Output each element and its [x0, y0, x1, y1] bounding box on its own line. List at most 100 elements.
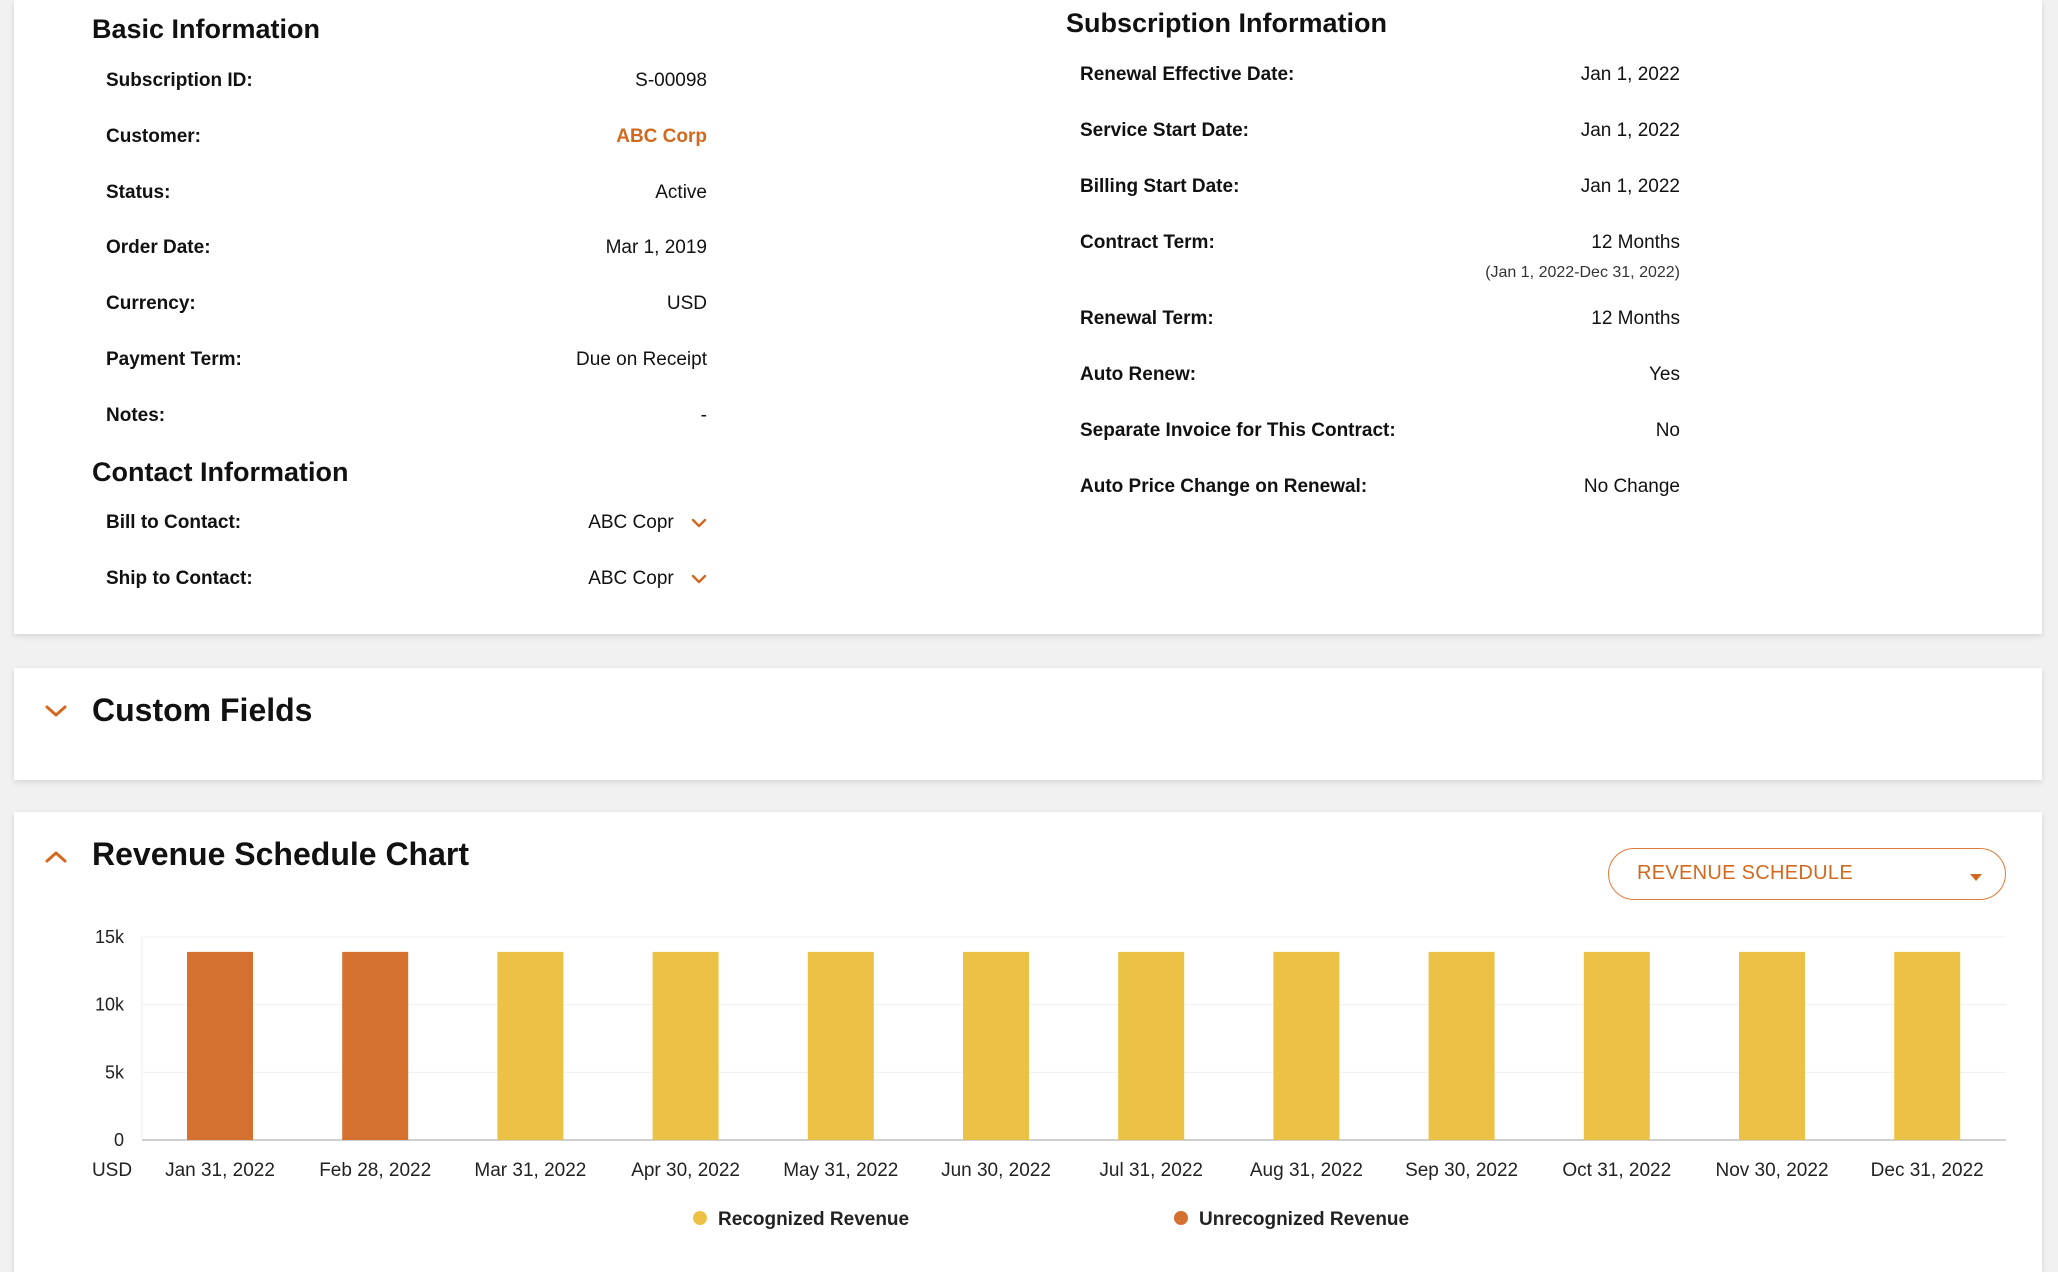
auto-price-change-row: Auto Price Change on Renewal: No Change [1080, 476, 1680, 506]
bill-to-contact-value: ABC Copr [588, 512, 674, 534]
field-label: Separate Invoice for This Contract: [1080, 420, 1396, 441]
x-tick-label: Jan 31, 2022 [165, 1160, 275, 1181]
renewal-term-row: Renewal Term: 12 Months [1080, 308, 1680, 338]
chevron-up-icon[interactable] [44, 850, 68, 869]
bar-recognized-revenue[interactable] [1118, 951, 1185, 1140]
field-label: Auto Renew: [1080, 364, 1197, 385]
payment-term-row: Payment Term: Due on Receipt [106, 349, 707, 379]
x-tick-label: Jul 31, 2022 [1099, 1160, 1203, 1181]
field-label: Payment Term: [106, 349, 242, 370]
customer-link[interactable]: ABC Corp [616, 126, 707, 147]
x-tick-label: Aug 31, 2022 [1250, 1160, 1363, 1181]
renewal-effective-date-value: Jan 1, 2022 [1580, 64, 1680, 85]
x-tick-label: May 31, 2022 [783, 1160, 898, 1181]
field-label: Notes: [106, 405, 166, 426]
separate-invoice-value: No [1655, 420, 1680, 441]
field-label: Ship to Contact: [106, 568, 253, 589]
ship-to-contact-value: ABC Copr [588, 568, 674, 590]
y-tick-label: 10k [95, 995, 125, 1015]
subscription-id-value: S-00098 [635, 70, 707, 91]
field-label: Billing Start Date: [1080, 176, 1240, 197]
field-label: Customer: [106, 126, 202, 147]
notes-value: - [700, 405, 707, 426]
payment-term-value: Due on Receipt [576, 349, 707, 370]
auto-price-change-value: No Change [1583, 476, 1680, 497]
bar-recognized-revenue[interactable] [1894, 951, 1961, 1140]
field-label: Renewal Term: [1080, 308, 1214, 329]
info-card: Basic Information Subscription ID: S-000… [14, 0, 2042, 634]
bar-unrecognized-revenue[interactable] [187, 951, 253, 1140]
field-label: Subscription ID: [106, 70, 253, 91]
bar-recognized-revenue[interactable] [807, 951, 874, 1140]
field-label: Service Start Date: [1080, 120, 1249, 141]
x-tick-label: Sep 30, 2022 [1405, 1160, 1518, 1181]
bar-recognized-revenue[interactable] [497, 951, 564, 1140]
status-row: Status: Active [106, 182, 707, 212]
contract-term-row: Contract Term: 12 Months (Jan 1, 2022-De… [1080, 232, 1680, 292]
customer-row: Customer: ABC Corp [106, 126, 707, 156]
bar-recognized-revenue[interactable] [1583, 951, 1650, 1140]
currency-value: USD [666, 293, 707, 314]
field-label: Bill to Contact: [106, 512, 242, 533]
field-label: Currency: [106, 293, 196, 314]
subscription-id-row: Subscription ID: S-00098 [106, 70, 707, 100]
separate-invoice-row: Separate Invoice for This Contract: No [1080, 420, 1680, 450]
auto-renew-value: Yes [1649, 364, 1680, 385]
x-tick-label: Nov 30, 2022 [1715, 1160, 1828, 1181]
billing-start-date-row: Billing Start Date: Jan 1, 2022 [1080, 176, 1680, 206]
order-date-row: Order Date: Mar 1, 2019 [106, 237, 707, 267]
contract-term-range: (Jan 1, 2022-Dec 31, 2022) [1485, 264, 1680, 281]
field-label: Auto Price Change on Renewal: [1080, 476, 1368, 497]
dropdown-selected-value: REVENUE SCHEDULE [1637, 862, 1853, 884]
revenue-chart-title[interactable]: Revenue Schedule Chart [92, 836, 469, 872]
field-label: Contract Term: [1080, 232, 1215, 253]
custom-fields-card: Custom Fields [14, 668, 2042, 780]
legend-marker [693, 1211, 707, 1225]
ship-to-contact-select[interactable]: ABC Copr [588, 568, 707, 590]
contract-term-value: 12 Months [1591, 232, 1680, 253]
renewal-term-value: 12 Months [1591, 308, 1680, 329]
auto-renew-row: Auto Renew: Yes [1080, 364, 1680, 394]
contact-info-title: Contact Information [92, 457, 349, 487]
x-tick-label: Oct 31, 2022 [1562, 1160, 1671, 1181]
x-tick-label: Mar 31, 2022 [474, 1160, 586, 1181]
notes-row: Notes: - [106, 405, 707, 435]
custom-fields-title[interactable]: Custom Fields [92, 692, 313, 728]
bar-recognized-revenue[interactable] [1273, 951, 1340, 1140]
renewal-effective-date-row: Renewal Effective Date: Jan 1, 2022 [1080, 64, 1680, 94]
bar-recognized-revenue[interactable] [1739, 951, 1805, 1140]
subscription-info-title: Subscription Information [1066, 8, 1387, 38]
currency-row: Currency: USD [106, 293, 707, 323]
x-tick-label: Jun 30, 2022 [941, 1160, 1051, 1181]
legend-label[interactable]: Recognized Revenue [718, 1209, 909, 1230]
chevron-down-icon[interactable] [691, 512, 707, 534]
ship-to-contact-row: Ship to Contact: ABC Copr [106, 568, 707, 598]
field-label: Renewal Effective Date: [1080, 64, 1295, 85]
bill-to-contact-select[interactable]: ABC Copr [588, 512, 707, 534]
chevron-down-icon[interactable] [691, 568, 707, 590]
chevron-down-icon[interactable] [44, 704, 68, 723]
y-tick-label: 15k [95, 927, 125, 947]
bar-recognized-revenue[interactable] [963, 951, 1029, 1140]
y-axis-unit-label: USD [92, 1160, 132, 1181]
bill-to-contact-row: Bill to Contact: ABC Copr [106, 512, 707, 542]
revenue-schedule-dropdown[interactable]: REVENUE SCHEDULE [1608, 848, 2006, 900]
basic-info-title: Basic Information [92, 14, 321, 44]
status-value: Active [655, 182, 707, 203]
service-start-date-row: Service Start Date: Jan 1, 2022 [1080, 120, 1680, 150]
bar-recognized-revenue[interactable] [652, 951, 719, 1140]
billing-start-date-value: Jan 1, 2022 [1580, 176, 1680, 197]
field-label: Order Date: [106, 237, 211, 258]
legend-label[interactable]: Unrecognized Revenue [1199, 1209, 1409, 1230]
service-start-date-value: Jan 1, 2022 [1580, 120, 1680, 141]
y-tick-label: 0 [114, 1130, 124, 1150]
x-tick-label: Dec 31, 2022 [1871, 1160, 1984, 1181]
legend-marker [1174, 1211, 1188, 1225]
y-tick-label: 5k [105, 1062, 125, 1082]
bar-recognized-revenue[interactable] [1428, 951, 1495, 1140]
bar-unrecognized-revenue[interactable] [342, 951, 409, 1140]
order-date-value: Mar 1, 2019 [605, 237, 707, 258]
x-tick-label: Feb 28, 2022 [319, 1160, 431, 1181]
caret-down-icon [1969, 869, 1983, 887]
